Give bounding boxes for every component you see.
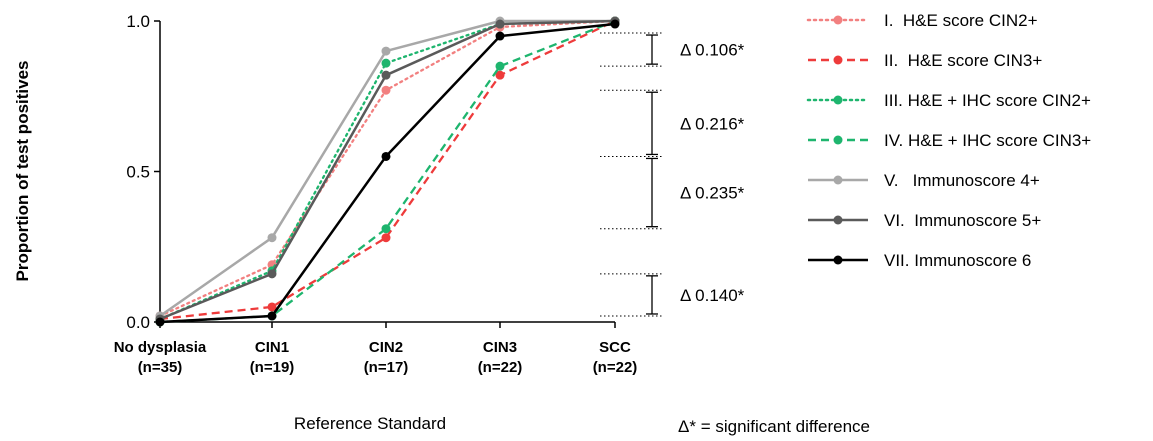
legend-swatch-marker (833, 255, 843, 265)
delta-label: Δ 0.216* (680, 114, 745, 133)
data-point (381, 224, 391, 234)
x-tick-label: CIN1 (255, 339, 289, 356)
data-point (610, 19, 620, 29)
legend-swatch-marker (833, 55, 843, 65)
x-tick-sublabel: (n=35) (138, 359, 183, 376)
legend-item: VI. Immunoscore 5+ (808, 211, 1041, 230)
data-point (495, 61, 505, 71)
series-line (159, 22, 616, 324)
legend-swatch-marker (833, 215, 843, 225)
legend-item: IV. H&E + IHC score CIN3+ (808, 131, 1091, 150)
data-point (381, 58, 391, 68)
y-tick-label: 1.0 (126, 12, 150, 31)
legend-label: III. H&E + IHC score CIN2+ (884, 91, 1091, 110)
legend-swatch-marker (833, 135, 843, 145)
axes: 0.0 0.5 1.0 No dysplasia (n=35) CIN1 (n=19) CIN… (114, 12, 638, 376)
legend: I. H&E score CIN2+ II. H&E score CIN3+ III… (806, 11, 1091, 270)
legend-label: V. Immunoscore 4+ (884, 171, 1040, 190)
data-point (381, 70, 391, 80)
x-tick-label: SCC (599, 339, 631, 356)
x-tick-sublabel: (n=17) (364, 359, 409, 376)
data-point (381, 151, 391, 161)
series-6 (155, 16, 620, 324)
y-tick-label: 0.0 (126, 313, 150, 332)
series-layer (155, 16, 620, 327)
data-point (267, 233, 277, 243)
legend-swatch-marker (833, 15, 843, 25)
y-axis-title: Proportion of test positives (13, 60, 32, 281)
x-tick-sublabel: (n=19) (250, 359, 295, 376)
legend-label: IV. H&E + IHC score CIN3+ (884, 131, 1091, 150)
data-point (495, 19, 505, 29)
series-3 (155, 16, 620, 324)
footnote: Δ* = significant difference (678, 417, 870, 436)
data-point (495, 31, 505, 41)
legend-item: I. H&E score CIN2+ (806, 11, 1038, 30)
x-tick-label: CIN2 (369, 339, 403, 356)
delta-annotations: Δ 0.106* Δ 0.216* Δ 0.235* Δ 0.140* (600, 32, 745, 317)
legend-label: I. H&E score CIN2+ (884, 11, 1038, 30)
data-point (381, 46, 391, 56)
legend-item: V. Immunoscore 4+ (808, 171, 1040, 190)
legend-label: VII. Immunoscore 6 (884, 251, 1031, 270)
legend-swatch-marker (833, 95, 843, 105)
x-axis-title: Reference Standard (294, 414, 446, 433)
x-tick-label: No dysplasia (114, 339, 207, 356)
data-point (267, 269, 277, 279)
y-tick-label: 0.5 (126, 163, 150, 182)
data-point (381, 233, 391, 243)
data-point (267, 311, 277, 321)
legend-label: VI. Immunoscore 5+ (884, 211, 1041, 230)
data-point (381, 85, 391, 95)
delta-label: Δ 0.235* (680, 184, 745, 203)
delta-label: Δ 0.106* (680, 41, 745, 60)
legend-item: III. H&E + IHC score CIN2+ (806, 91, 1091, 110)
x-tick-label: CIN3 (483, 339, 517, 356)
legend-item: VII. Immunoscore 6 (808, 251, 1031, 270)
data-point (267, 302, 277, 312)
series-7 (155, 19, 620, 327)
series-line (159, 19, 616, 324)
delta-label: Δ 0.140* (680, 286, 745, 305)
legend-swatch-marker (833, 175, 843, 185)
legend-item: II. H&E score CIN3+ (808, 51, 1042, 70)
legend-label: II. H&E score CIN3+ (884, 51, 1042, 70)
data-point (155, 317, 165, 327)
x-tick-sublabel: (n=22) (593, 359, 638, 376)
series-line (159, 19, 616, 321)
x-tick-sublabel: (n=22) (478, 359, 523, 376)
data-point (495, 70, 505, 80)
